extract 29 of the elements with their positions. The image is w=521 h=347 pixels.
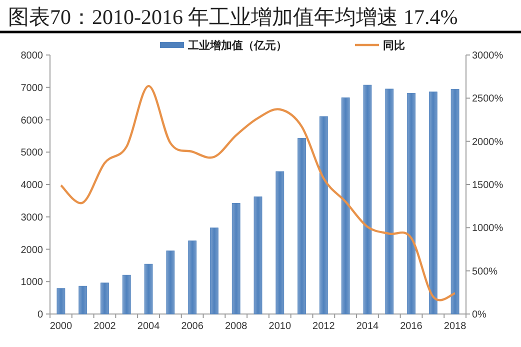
y2-tick-label: 500% xyxy=(472,266,498,278)
x-tick-label: 2016 xyxy=(400,321,423,332)
x-tick-label: 2014 xyxy=(356,321,380,332)
y2-tick-label: 1500% xyxy=(472,180,504,191)
y2-tick-label: 2000% xyxy=(472,136,504,148)
x-tick-label: 2004 xyxy=(137,321,160,332)
title: 图表70：2010-2016 年工业增加值年均增速 17.4% xyxy=(8,5,458,29)
y-tick-label: 0 xyxy=(37,310,44,320)
y-tick-label: 7000 xyxy=(20,82,44,94)
y2-tick-label: 2500% xyxy=(472,94,504,105)
x-tick-label: 2008 xyxy=(224,321,248,332)
y-tick-label: 1000 xyxy=(20,277,44,288)
y-tick-label: 5000 xyxy=(20,148,44,159)
legend: 同比 xyxy=(383,40,405,52)
x-tick-label: 2012 xyxy=(312,321,336,332)
y2-tick-label: 1000% xyxy=(472,223,504,234)
x-tick-label: 2018 xyxy=(444,321,467,332)
x-tick-label: 2010 xyxy=(268,321,292,332)
y-tick-label: 2000 xyxy=(20,244,44,256)
x-tick-label: 2002 xyxy=(94,321,116,332)
y-tick-label: 3000 xyxy=(20,212,44,224)
y-tick-label: 8000 xyxy=(20,50,44,62)
y-tick-label: 6000 xyxy=(20,115,44,126)
y-tick-label: 4000 xyxy=(20,180,44,191)
y2-tick-label: 0% xyxy=(472,310,487,320)
x-tick-label: 2006 xyxy=(181,321,204,332)
y2-tick-label: 3000% xyxy=(472,50,504,62)
legend: 工业增加值（亿元） xyxy=(188,40,287,52)
x-tick-label: 2000 xyxy=(50,321,73,332)
